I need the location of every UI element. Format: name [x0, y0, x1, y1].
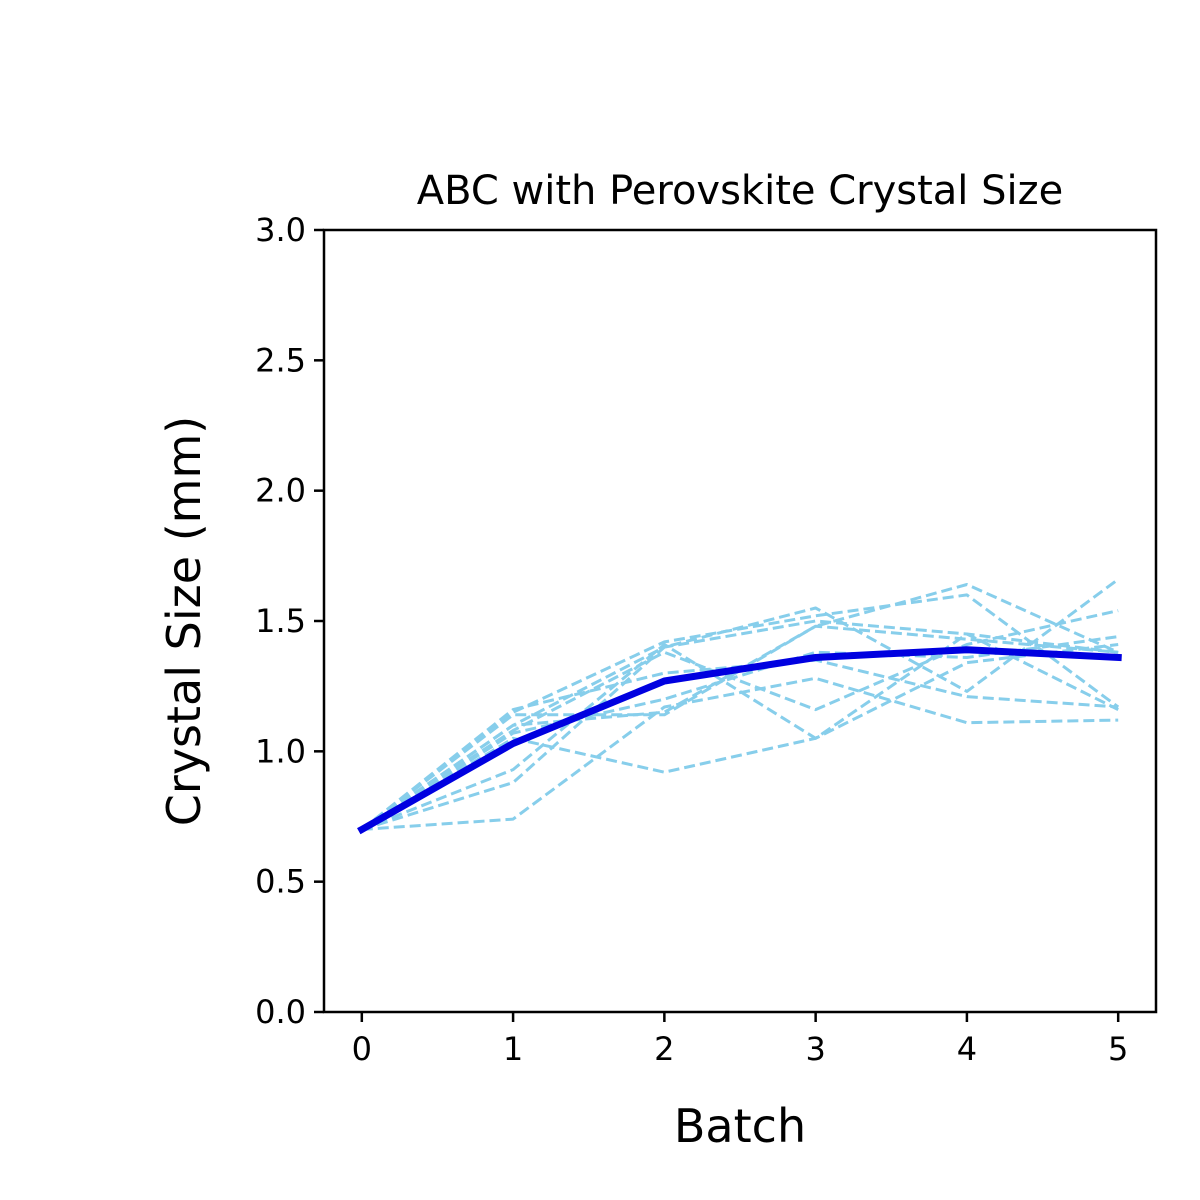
- x-tick-label: 1: [503, 1030, 523, 1068]
- y-tick-label: 1.5: [255, 602, 306, 640]
- x-tick-label: 4: [957, 1030, 977, 1068]
- y-tick-label: 0.5: [255, 863, 306, 901]
- y-axis: 0.0 0.5 1.0 1.5 2.0 2.5 3.0: [255, 211, 324, 1031]
- y-tick-label: 3.0: [255, 211, 306, 249]
- x-tick-label: 5: [1108, 1030, 1128, 1068]
- y-axis-label: Crystal Size (mm): [157, 416, 211, 826]
- y-tick-label: 2.5: [255, 341, 306, 379]
- x-axis-label: Batch: [674, 1099, 806, 1153]
- sample-series-line-9: [360, 609, 1119, 831]
- y-tick-label: 2.0: [255, 472, 306, 510]
- sample-series-line-10: [360, 619, 1119, 831]
- sample-series-line-6: [360, 593, 1120, 831]
- chart-title: ABC with Perovskite Crystal Size: [417, 168, 1063, 214]
- x-tick-label: 2: [654, 1030, 674, 1068]
- series-layer: [357, 578, 1122, 835]
- x-axis: 0 1 2 3 4 5: [352, 1012, 1128, 1068]
- y-tick-label: 0.0: [255, 993, 306, 1031]
- mean-series-line: [357, 646, 1122, 835]
- sample-series-line-11: [360, 635, 1119, 831]
- x-tick-label: 0: [352, 1030, 372, 1068]
- sample-series-line-3: [361, 632, 1119, 831]
- x-tick-label: 3: [805, 1030, 825, 1068]
- sample-series-line-8: [360, 624, 1119, 831]
- y-tick-label: 1.0: [255, 732, 306, 770]
- sample-series-line-4: [361, 643, 1119, 831]
